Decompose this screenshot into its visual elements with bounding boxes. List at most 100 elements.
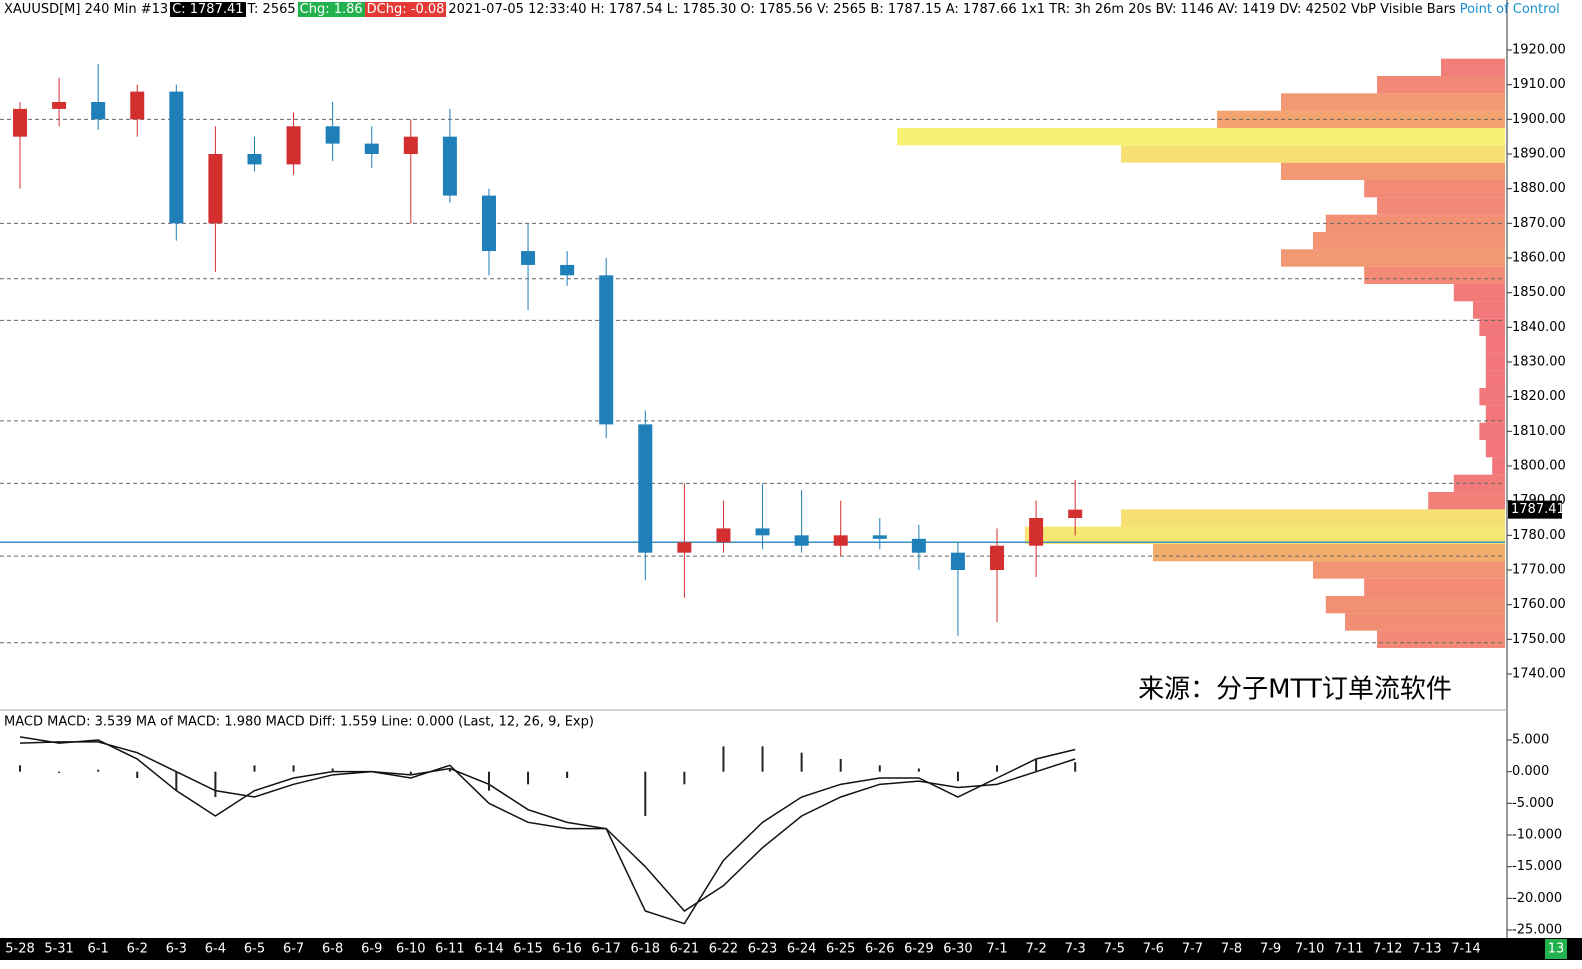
candle-body [52,102,67,109]
ticks: T: 2565 [247,2,296,17]
y-tick-label: 0.000 [1512,764,1549,779]
x-tick-label: 6-30 [943,942,973,957]
candle-body [990,545,1005,570]
candle-body [130,91,145,120]
x-tick-label: 6-17 [591,942,621,957]
candle-body [481,195,496,252]
volume-bar [1364,266,1505,284]
candle-body [403,136,418,154]
x-tick-label: 7-6 [1143,942,1164,957]
volume-bar [1313,232,1505,250]
y-tick-label: -10.000 [1512,828,1562,843]
volume-bar [1364,180,1505,198]
candle-body [833,535,848,546]
x-tick-label: 6-21 [670,942,700,957]
volume-bar [1325,596,1505,614]
y-tick-label: 1750.00 [1512,632,1566,647]
macd-line [19,741,1076,912]
volume-bar [1479,318,1505,336]
volume-bar [1485,405,1505,423]
x-tick-label: 6-2 [127,942,148,957]
y-tick-label: 1760.00 [1512,597,1566,612]
volume-bar [1492,457,1505,475]
y-tick-label: 1740.00 [1512,667,1566,682]
corner-label: 13 [1548,942,1565,957]
candle-body [521,251,536,265]
volume-bar [1281,249,1505,267]
volume-bar [1485,353,1505,371]
y-tick-label: 1910.00 [1512,77,1566,92]
volume-bar [1485,336,1505,354]
volume-bar [1281,93,1505,111]
x-tick-label: 5-28 [5,942,35,957]
volume-bar [1441,58,1505,76]
candle-body [560,264,575,276]
x-tick-label: 6-15 [513,942,543,957]
x-tick-label: 7-9 [1260,942,1281,957]
corner-badge [1545,939,1567,959]
x-tick-label: 7-12 [1373,942,1403,957]
volume-bar [897,128,1505,146]
x-tick-label: 6-22 [709,942,739,957]
candle-body [325,126,340,144]
candle-body [364,143,379,154]
volume-bar [1377,197,1505,215]
x-axis-band [0,938,1582,960]
x-tick-label: 6-5 [244,942,265,957]
candle-body [1068,509,1083,518]
candle-body [755,528,770,536]
candle-body [794,535,809,546]
symbol: XAUUSD[M] 240 Min #13 [4,2,169,17]
macd-line [19,736,1076,925]
volume-bar [1485,370,1505,388]
candle-body [1029,518,1044,546]
x-tick-label: 7-1 [986,942,1007,957]
y-tick-label: -15.000 [1512,859,1562,874]
x-tick-label: 7-8 [1221,942,1242,957]
y-tick-label: 1920.00 [1512,43,1566,58]
x-tick-label: 7-10 [1295,942,1325,957]
y-tick-label: 1860.00 [1512,251,1566,266]
volume-bar [1345,613,1505,631]
y-tick-label: 1880.00 [1512,181,1566,196]
x-tick-label: 6-14 [474,942,504,957]
x-tick-label: 6-25 [826,942,856,957]
y-tick-label: 1900.00 [1512,112,1566,127]
x-tick-label: 6-10 [396,942,426,957]
last-price-box [1508,500,1562,519]
x-tick-label: 7-14 [1451,942,1481,957]
x-tick-label: 7-11 [1334,942,1364,957]
y-tick-label: 1870.00 [1512,216,1566,231]
candle-body [442,136,457,196]
macd-subtitle: MACD MACD: 3.539 MA of MACD: 1.980 MACD … [4,715,594,730]
candle-body [208,154,223,224]
volume-bar [1121,145,1505,163]
volume-bar [1479,422,1505,440]
volume-bar [1473,301,1505,319]
x-tick-label: 7-2 [1025,942,1046,957]
x-tick-label: 6-23 [748,942,778,957]
x-tick-label: 6-16 [552,942,582,957]
volume-bar [1428,492,1505,510]
volume-bar [1313,561,1505,579]
x-tick-label: 6-4 [205,942,226,957]
candle-body [247,154,262,165]
x-tick-label: 6-29 [904,942,934,957]
last-price-label: 1787.41 [1511,502,1565,517]
candle-body [911,538,926,553]
header: XAUUSD[M] 240 Min #13 C: 1787.41 T: 2565 Ch… [2,1,1562,18]
x-tick-label: 6-11 [435,942,465,957]
x-tick-label: 6-1 [88,942,109,957]
x-tick-label: 7-3 [1065,942,1086,957]
x-tick-label: 6-3 [166,942,187,957]
candle-body [950,552,965,570]
y-tick-label: 1820.00 [1512,389,1566,404]
x-tick-label: 6-7 [283,942,304,957]
volume-bar [1025,526,1505,544]
x-tick-label: 7-7 [1182,942,1203,957]
volume-bar [1453,284,1505,302]
y-tick-label: 1770.00 [1512,563,1566,578]
candle-body [13,108,27,137]
volume-bar [1485,440,1505,458]
